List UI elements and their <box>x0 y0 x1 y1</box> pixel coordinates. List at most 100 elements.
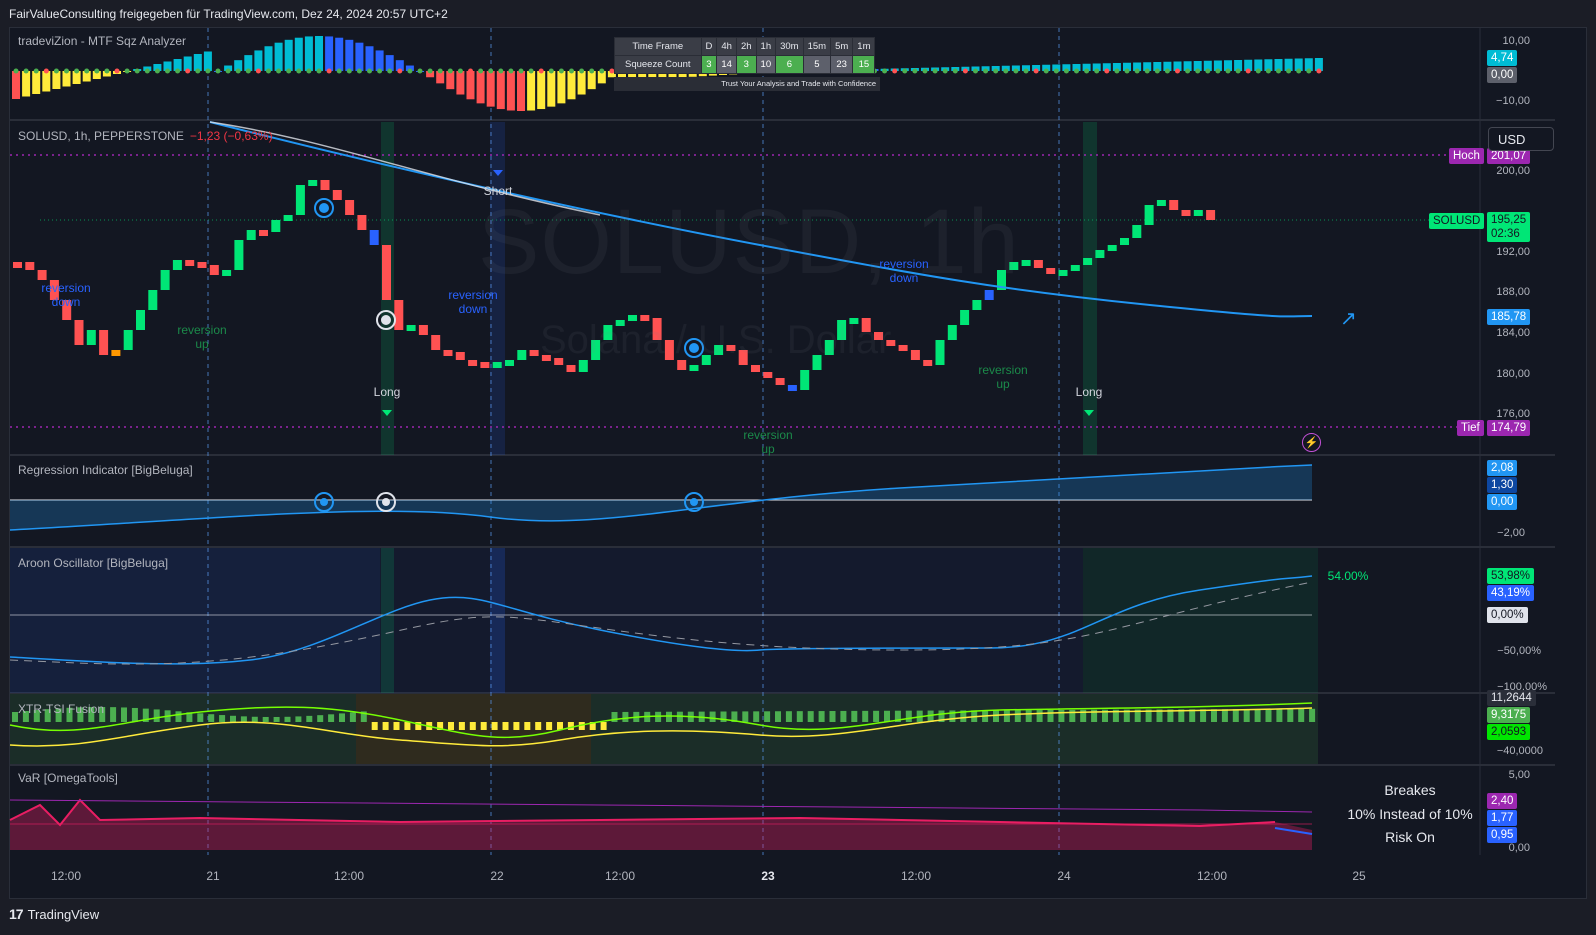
sqz-bar <box>32 71 41 94</box>
sqz-dot <box>397 68 403 74</box>
count-cell: 14 <box>717 56 736 73</box>
candle <box>86 330 96 345</box>
arrow-up-right-icon[interactable]: ↗ <box>1340 308 1357 330</box>
sqz-bar <box>42 71 51 92</box>
signal-circle <box>684 338 704 358</box>
candle <box>455 352 465 360</box>
time-tick: 12:00 <box>1196 869 1228 883</box>
xtr-bar <box>12 712 18 722</box>
var-pane-label[interactable]: VaR [OmegaTools] <box>18 771 118 785</box>
sqz-bar <box>1143 62 1152 71</box>
currency-button[interactable]: USD <box>1488 127 1554 151</box>
count-cell: 23 <box>831 56 853 73</box>
time-tick: 12:00 <box>50 869 82 883</box>
xtr-bar <box>371 722 378 730</box>
candle <box>1095 250 1105 258</box>
short-arrow <box>493 170 503 176</box>
header-bar: FairValueConsulting freigegeben für Trad… <box>0 0 1596 28</box>
price-change: −1,23 (−0,63%) <box>189 129 273 143</box>
sqz-bar <box>294 37 303 71</box>
signal-circle <box>684 492 704 512</box>
sqz-dot <box>447 68 453 74</box>
candle <box>505 360 514 366</box>
candle <box>99 330 109 355</box>
reversion-down-label: reversion down <box>448 288 498 316</box>
sqz-bar <box>597 71 606 84</box>
xtr-bar <box>884 710 890 722</box>
sqz-dot <box>1104 68 1110 74</box>
tf-cell: 15m <box>803 38 831 55</box>
xtr-bar <box>1156 709 1163 722</box>
axis-tick: 0,00 <box>1508 842 1530 854</box>
sqz-dot <box>1124 68 1130 74</box>
aroon-tag: 43,19% <box>1487 585 1535 601</box>
regression-pane-label[interactable]: Regression Indicator [BigBeluga] <box>18 463 193 477</box>
xtr-bar <box>295 716 302 722</box>
xtr-bar <box>110 707 117 722</box>
sqz-dot <box>579 68 585 74</box>
sqz-bar <box>385 55 394 71</box>
sqz-dot <box>1074 68 1079 74</box>
xtr-bar <box>284 716 291 722</box>
xtr-bar <box>742 711 749 722</box>
sqz-dot <box>922 68 928 74</box>
candle <box>714 345 724 355</box>
price-pane-label[interactable]: SOLUSD, 1h, PEPPERSTONE −1,23 (−0,63%) <box>18 129 273 143</box>
sqz-dot <box>558 68 564 74</box>
aroon-value-note: 54.00% <box>1327 569 1369 583</box>
candle <box>677 360 687 370</box>
sqz-dot <box>427 68 433 74</box>
xtr-bar <box>775 711 781 722</box>
xtr-bar <box>938 710 945 722</box>
signal-zone <box>490 548 505 693</box>
aroon-pane-label[interactable]: Aroon Oscillator [BigBeluga] <box>18 556 169 570</box>
sqz-bar <box>547 71 556 107</box>
candle <box>320 180 330 190</box>
xtr-bar <box>1298 708 1305 722</box>
sqz-bar <box>1224 60 1232 71</box>
sqz-bar <box>102 71 111 77</box>
sqz-dot <box>1245 68 1251 74</box>
sqz-bar <box>183 56 192 71</box>
xtr-bar <box>829 711 836 722</box>
sqz-dot <box>84 68 90 74</box>
sqz-bar <box>365 46 374 71</box>
candle <box>738 350 748 365</box>
xtr-pane-label[interactable]: XTR-TSI Fusion <box>18 702 105 716</box>
regression-tag: 2,08 <box>1487 460 1518 476</box>
sqz-bar <box>678 71 687 78</box>
candle <box>1144 205 1154 225</box>
var-tag: 0,95 <box>1487 827 1518 843</box>
candle <box>136 310 145 330</box>
candle <box>701 355 711 365</box>
candle <box>566 365 576 372</box>
chart-area[interactable] <box>9 27 1587 899</box>
candle <box>369 230 379 245</box>
candle <box>492 362 502 368</box>
candle <box>468 360 478 366</box>
xtr-bar <box>131 707 138 722</box>
time-tick: 12:00 <box>604 869 636 883</box>
var-tag: 1,77 <box>1487 810 1518 826</box>
sqz-dot <box>316 68 322 74</box>
var-status-text: Breakes 10% Instead of 10% Risk On <box>1347 782 1473 845</box>
xtr-bar <box>273 716 280 722</box>
candle <box>1058 270 1068 276</box>
sqz-dot <box>902 68 908 74</box>
candle <box>49 280 59 300</box>
sqz-bar <box>92 71 101 79</box>
sqz-dot <box>993 68 999 74</box>
candle <box>1033 260 1043 268</box>
sqz-pane-label[interactable]: tradeviZion - MTF Sqz Analyzer <box>18 34 187 48</box>
sqz-bar <box>1244 59 1253 71</box>
sqz-bar <box>557 71 566 104</box>
axis-tick: −50,00% <box>1497 645 1541 657</box>
xtr-bar <box>873 710 880 722</box>
tradingview-logo-icon[interactable]: 17 TradingView <box>9 906 100 922</box>
candle <box>628 315 637 321</box>
sqz-bar <box>466 71 475 100</box>
xtr-bar <box>393 722 400 730</box>
sqz-bar <box>163 61 172 71</box>
long-arrow <box>1084 410 1094 416</box>
lightning-icon[interactable]: ⚡ <box>1302 433 1321 452</box>
